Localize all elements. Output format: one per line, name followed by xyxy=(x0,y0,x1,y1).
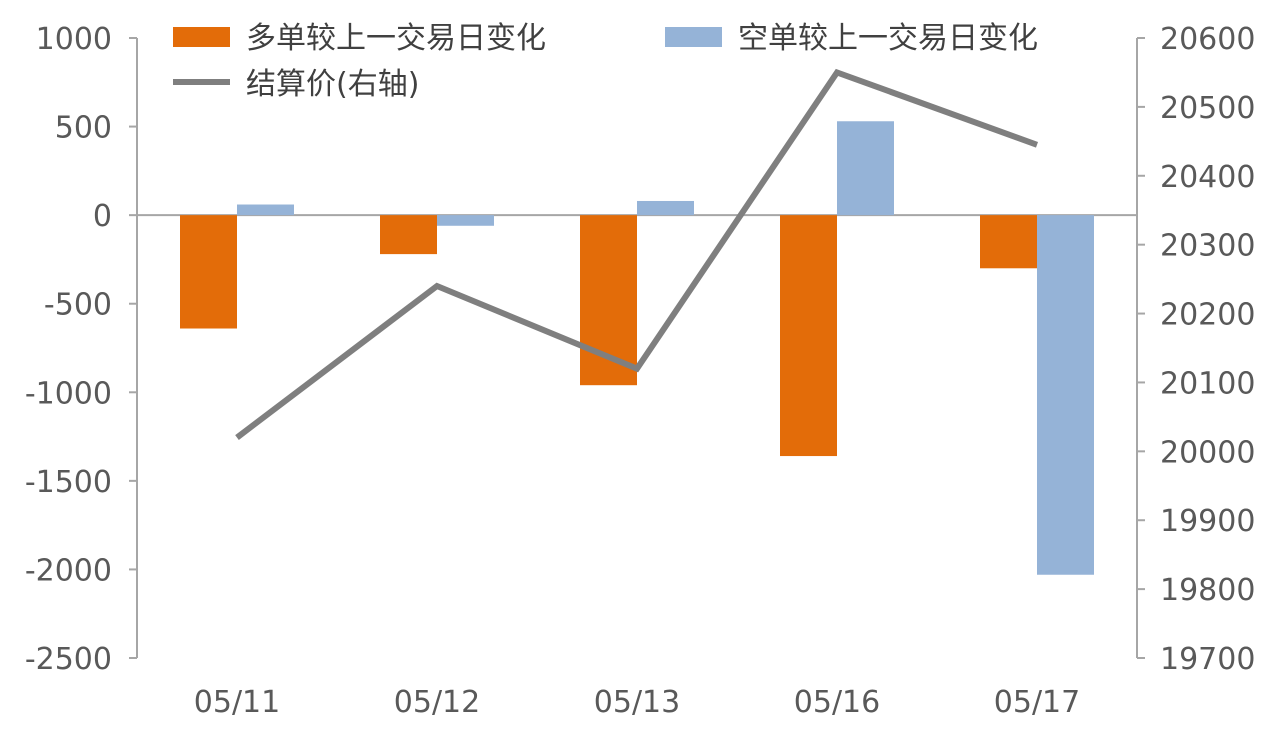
bars xyxy=(180,121,1094,575)
right-tick-label: 20600 xyxy=(1160,22,1255,57)
legend-swatch-short xyxy=(665,27,722,47)
right-tick-label: 20000 xyxy=(1160,435,1255,470)
right-tick-label: 19900 xyxy=(1160,504,1255,539)
right-tick-label: 20200 xyxy=(1160,298,1255,333)
bar-short-05-17 xyxy=(1037,215,1094,575)
bar-short-05-13 xyxy=(637,200,694,216)
left-tick-label: -1000 xyxy=(25,376,112,411)
right-tick-label: 19700 xyxy=(1160,642,1255,677)
right-tick-label: 19800 xyxy=(1160,573,1255,608)
right-tick-label: 20100 xyxy=(1160,366,1255,401)
right-tick-label: 20400 xyxy=(1160,160,1255,195)
bar-short-05-16 xyxy=(837,121,894,216)
settlement-line xyxy=(235,68,1039,440)
x-tick-label: 05/11 xyxy=(194,685,280,720)
legend-label-short: 空单较上一交易日变化 xyxy=(738,21,1038,56)
bar-long-05-12 xyxy=(380,215,437,255)
right-tick-label: 20500 xyxy=(1160,91,1255,126)
axes: 1000 500 0 -500 -1000 -1500 -2000 -2500 20600 205… xyxy=(25,22,1256,720)
right-tick-label: 20300 xyxy=(1160,229,1255,264)
bar-short-05-11 xyxy=(237,204,294,216)
legend-label-long: 多单较上一交易日变化 xyxy=(246,21,546,56)
left-tick-label: 1000 xyxy=(36,22,112,57)
bar-long-05-17 xyxy=(980,215,1037,269)
left-tick-label: -2500 xyxy=(25,642,112,677)
settlement-price-line xyxy=(235,68,1039,440)
x-tick-label: 05/16 xyxy=(794,685,880,720)
bar-long-05-11 xyxy=(180,215,237,329)
x-tick-label: 05/12 xyxy=(394,685,480,720)
legend-swatch-long xyxy=(173,27,230,47)
x-tick-label: 05/13 xyxy=(594,685,680,720)
bar-short-05-12 xyxy=(437,215,494,226)
bar-long-05-16 xyxy=(780,215,837,457)
left-tick-label: -500 xyxy=(44,288,112,323)
left-tick-label: -2000 xyxy=(25,553,112,588)
legend-label-line: 结算价(右轴) xyxy=(246,67,419,102)
x-tick-label: 05/17 xyxy=(994,685,1080,720)
left-tick-label: 0 xyxy=(93,199,112,234)
left-tick-label: -1500 xyxy=(25,465,112,500)
left-tick-label: 500 xyxy=(55,111,112,146)
